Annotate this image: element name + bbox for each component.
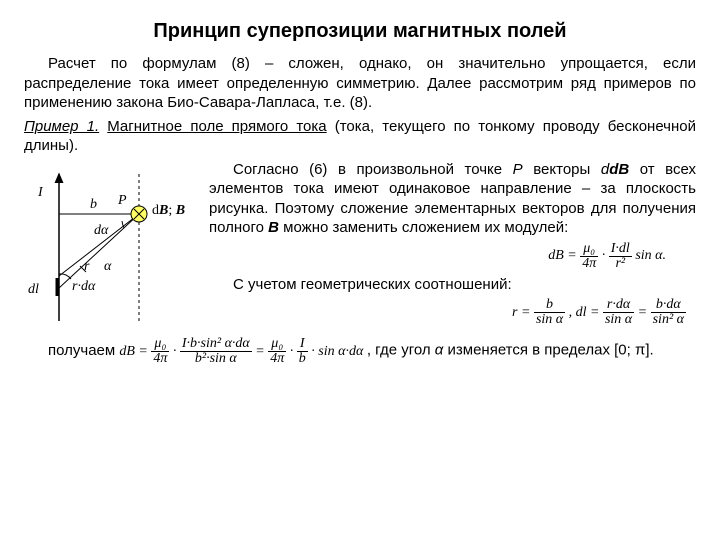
formula-geom: r = bsin α , dl = r·dαsin α = b·dαsin² α — [209, 298, 696, 327]
label-dB-B: dB; B — [152, 202, 185, 220]
text-column: Согласно (6) в произвольной точке P вект… — [209, 160, 696, 332]
label-rda: r·dα — [72, 278, 95, 296]
example-line: Пример 1. Магнитное поле прямого тока (т… — [24, 117, 696, 156]
page-title: Принцип суперпозиции магнитных полей — [24, 18, 696, 44]
intro-paragraph: Расчет по формулам (8) – сложен, однако,… — [24, 54, 696, 113]
diagram: I dl b P dα r α r·dα dB; B — [24, 166, 194, 326]
label-alpha: α — [104, 258, 111, 276]
figure-column: I dl b P dα r α r·dα dB; B — [24, 160, 199, 332]
label-dl: dl — [28, 281, 39, 299]
label-da: dα — [94, 222, 108, 240]
diagram-svg — [24, 166, 194, 326]
example-title: Магнитное поле прямого тока — [107, 118, 326, 135]
formula-dB: dB = μ₀4π · I·dlr² sin α. — [209, 242, 696, 271]
final-line: получаем dB = μ₀4π · I·b·sin² α·dαb²·sin… — [24, 337, 696, 366]
example-label: Пример 1. — [24, 118, 99, 135]
right-paragraph: Согласно (6) в произвольной точке P вект… — [209, 160, 696, 238]
mid-section: I dl b P dα r α r·dα dB; B Согласно (6) … — [24, 160, 696, 332]
geom-intro: С учетом геометрических соотношений: — [209, 275, 696, 295]
label-b: b — [90, 196, 97, 214]
label-P: P — [118, 192, 127, 210]
label-I: I — [38, 184, 43, 202]
label-r: r — [84, 258, 89, 276]
